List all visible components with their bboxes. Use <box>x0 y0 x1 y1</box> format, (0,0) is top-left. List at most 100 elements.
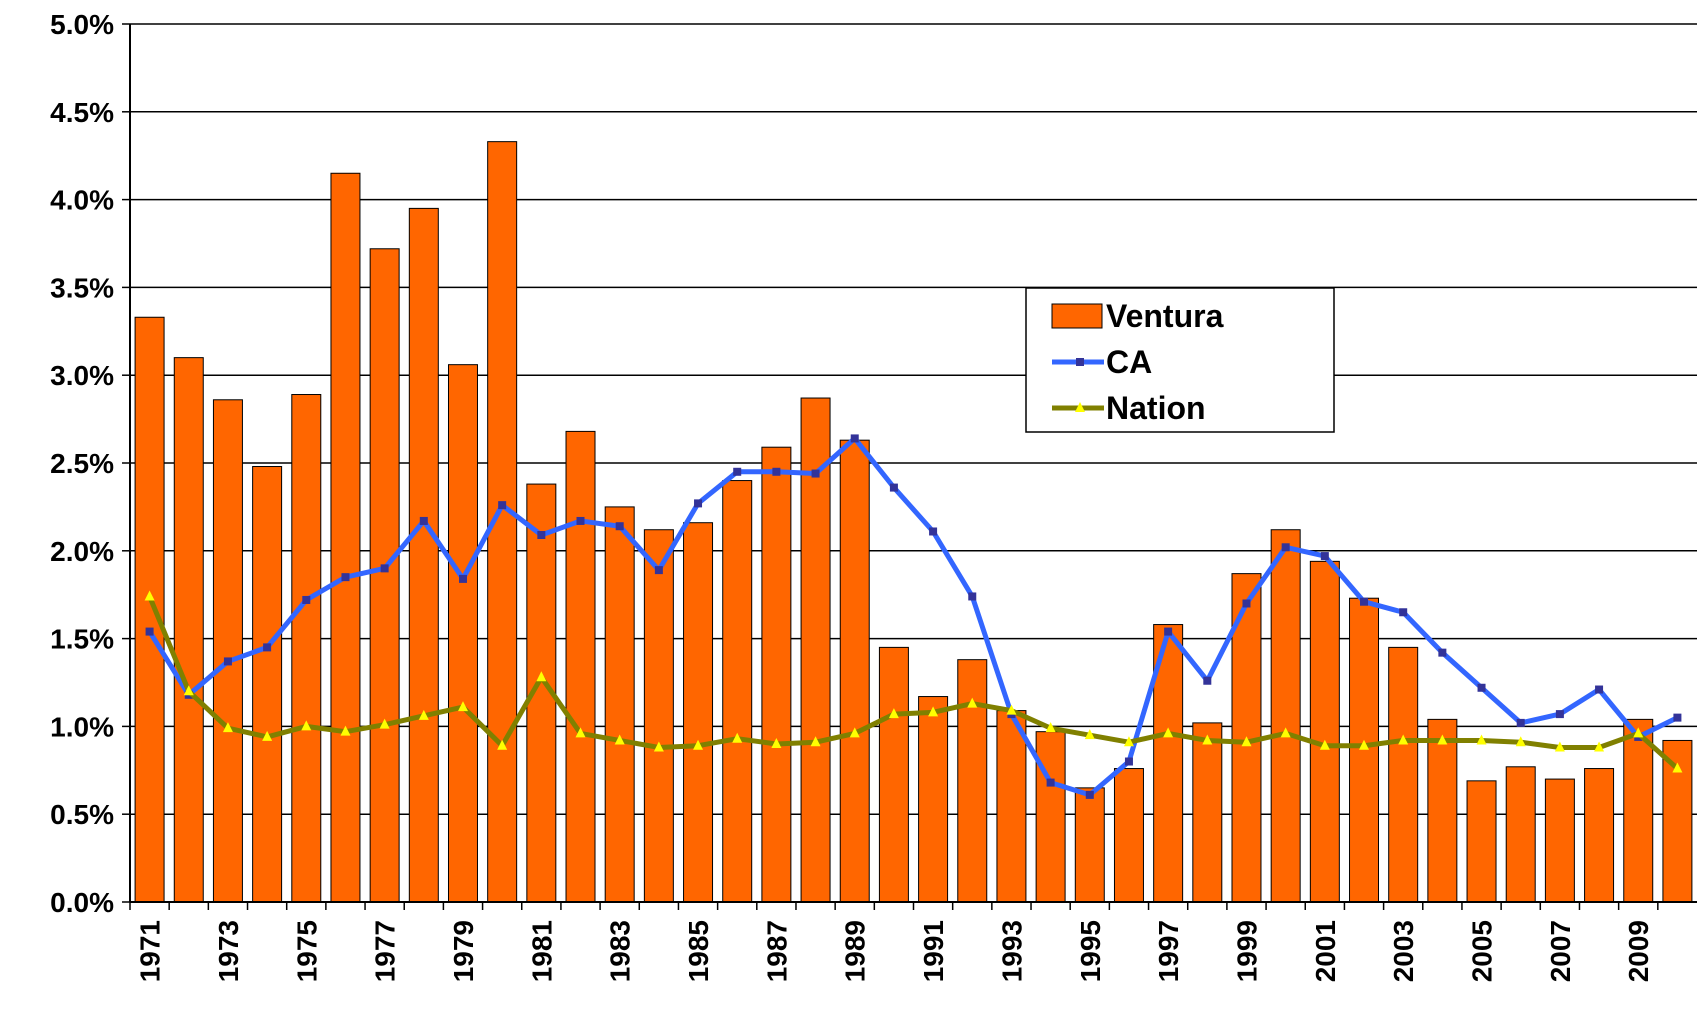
bar <box>252 466 283 903</box>
marker <box>1594 741 1605 752</box>
marker <box>458 574 467 583</box>
marker <box>380 564 389 573</box>
x-tick-label: 2007 <box>1545 920 1576 982</box>
y-tick-label: 1.0% <box>50 711 114 742</box>
bar <box>878 646 909 903</box>
y-tick-label: 3.0% <box>50 360 114 391</box>
legend-label: Ventura <box>1106 298 1224 334</box>
bar <box>1388 646 1419 903</box>
marker <box>575 727 586 738</box>
marker <box>1399 608 1408 617</box>
bar <box>565 430 596 903</box>
x-tick-label: 1981 <box>526 920 557 982</box>
marker <box>1438 648 1447 657</box>
marker <box>301 720 312 731</box>
bar <box>1349 597 1380 903</box>
line <box>147 595 1680 771</box>
x-tick-label: 2001 <box>1310 920 1341 982</box>
x-tick-label: 1991 <box>918 920 949 982</box>
marker <box>1673 713 1682 722</box>
marker <box>144 590 155 601</box>
marker <box>1515 736 1526 747</box>
marker <box>222 722 233 733</box>
marker <box>694 499 703 508</box>
bar <box>643 529 674 903</box>
legend-label: Nation <box>1106 390 1206 426</box>
line <box>147 435 1679 798</box>
x-tick-label: 1971 <box>135 920 166 982</box>
marker <box>1672 762 1683 773</box>
bar <box>212 399 243 903</box>
legend-marker <box>1076 358 1084 366</box>
marker <box>576 516 585 525</box>
x-tick-label: 2005 <box>1467 920 1498 982</box>
marker <box>1006 704 1017 715</box>
marker <box>888 708 899 719</box>
marker <box>1398 734 1409 745</box>
marker <box>1281 543 1290 552</box>
bar <box>1113 768 1144 903</box>
marker <box>263 643 272 652</box>
y-tick-label: 2.0% <box>50 536 114 567</box>
marker <box>1203 676 1212 685</box>
x-tick-label: 1975 <box>291 920 322 982</box>
marker <box>341 573 350 582</box>
marker <box>967 697 978 708</box>
marker <box>928 706 939 717</box>
bar <box>918 696 949 903</box>
legend-swatch <box>1051 303 1103 329</box>
marker <box>1320 552 1329 561</box>
marker <box>1516 718 1525 727</box>
marker <box>340 725 351 736</box>
y-tick-label: 3.5% <box>50 272 114 303</box>
bar <box>408 207 439 903</box>
y-tick-label: 0.0% <box>50 887 114 918</box>
marker <box>223 657 232 666</box>
bar <box>1035 731 1066 903</box>
marker <box>457 701 468 712</box>
bar <box>1427 718 1458 903</box>
marker <box>419 516 428 525</box>
marker <box>772 467 781 476</box>
marker <box>183 685 194 696</box>
marker <box>654 566 663 575</box>
marker <box>497 739 508 750</box>
bar <box>1623 718 1654 903</box>
marker <box>1124 757 1133 766</box>
marker <box>1554 741 1565 752</box>
marker <box>811 469 820 478</box>
bar <box>1270 529 1301 903</box>
x-tick-label: 1987 <box>761 920 792 982</box>
marker <box>1085 790 1094 799</box>
legend: Ventura CA Nation <box>1025 287 1335 433</box>
marker <box>498 501 507 510</box>
x-tick-label: 1995 <box>1075 920 1106 982</box>
marker <box>968 592 977 601</box>
x-tick-label: 1977 <box>370 920 401 982</box>
bar <box>330 172 361 903</box>
marker <box>1477 683 1486 692</box>
marker <box>732 732 743 743</box>
x-tick-label: 1989 <box>840 920 871 982</box>
marker <box>850 434 859 443</box>
y-tick-label: 4.0% <box>50 185 114 216</box>
marker <box>1163 727 1174 738</box>
x-tick-label: 1997 <box>1153 920 1184 982</box>
bar <box>173 357 204 903</box>
marker <box>1084 729 1095 740</box>
bar <box>683 522 714 903</box>
bar <box>604 506 635 903</box>
marker <box>1164 627 1173 636</box>
marker <box>693 739 704 750</box>
marker <box>1595 685 1604 694</box>
bar <box>761 446 792 903</box>
x-tick-label: 1973 <box>213 920 244 982</box>
marker <box>889 483 898 492</box>
marker <box>262 730 273 741</box>
marker <box>771 737 782 748</box>
bar <box>291 394 322 903</box>
bar <box>1309 560 1340 903</box>
marker <box>1280 727 1291 738</box>
